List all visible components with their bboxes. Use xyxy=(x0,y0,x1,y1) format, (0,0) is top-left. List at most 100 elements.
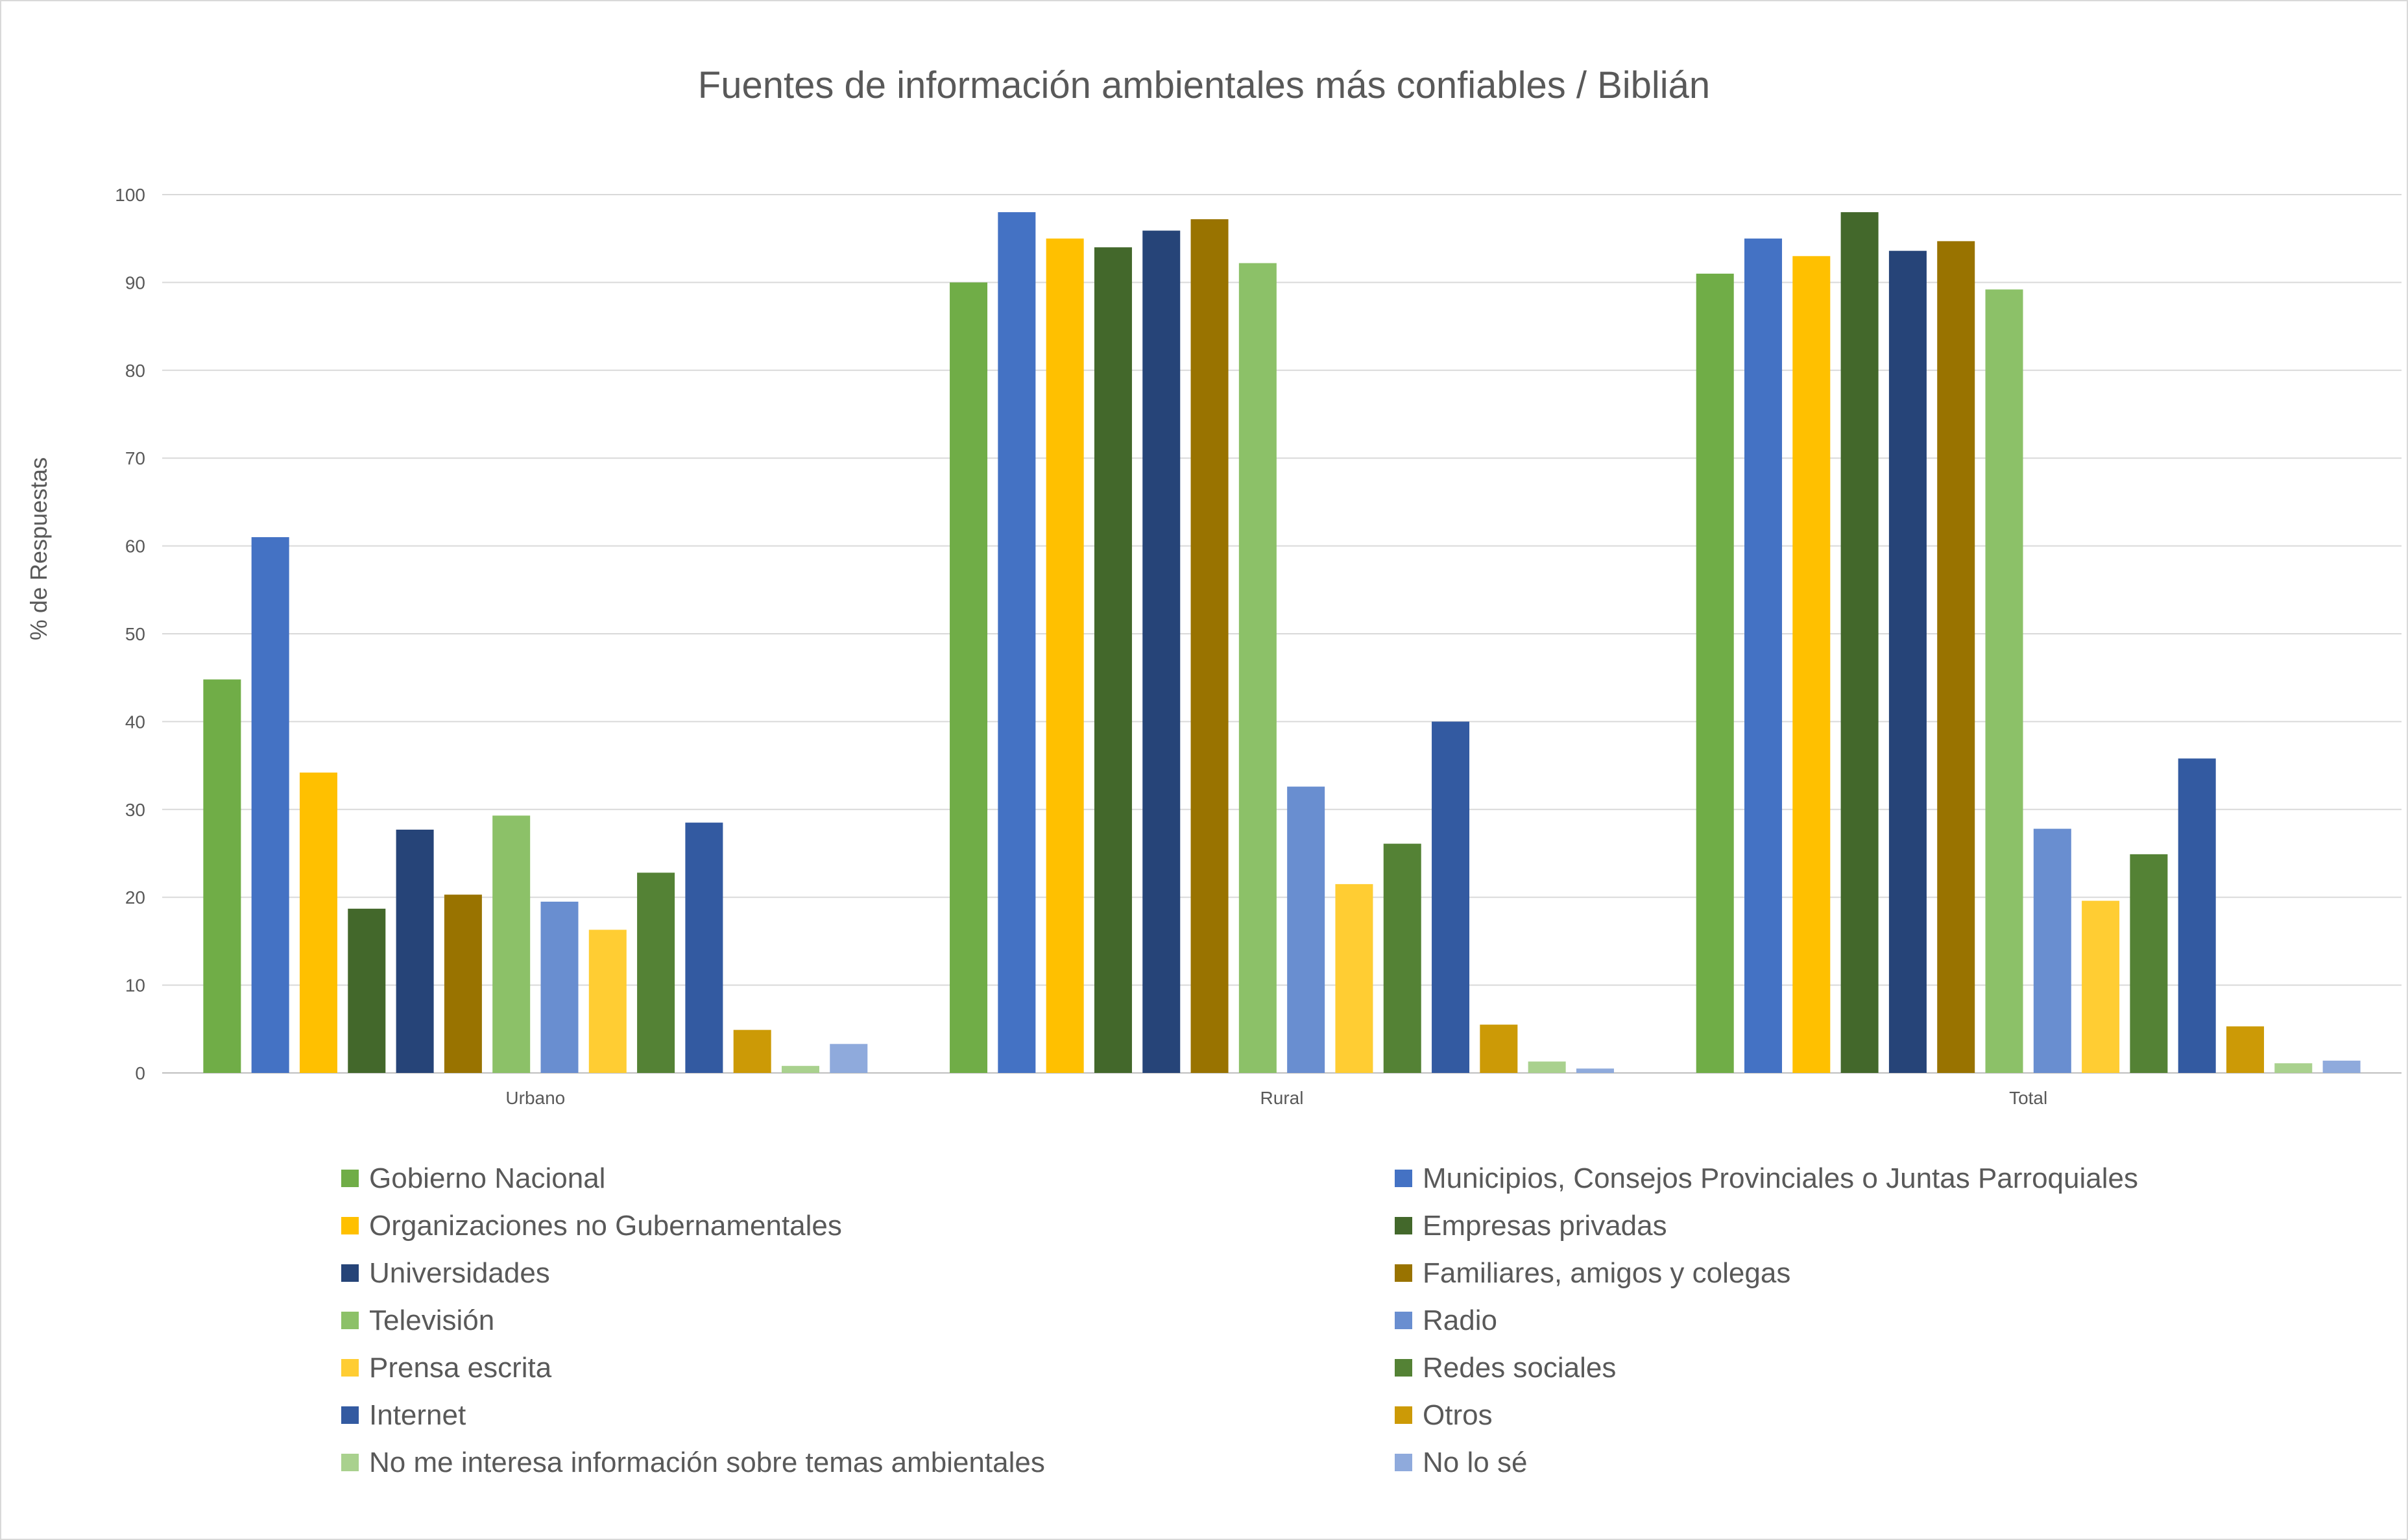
bar xyxy=(830,1044,868,1073)
bar xyxy=(1576,1068,1614,1073)
legend-item: Empresas privadas xyxy=(1395,1210,2222,1242)
bar xyxy=(1335,884,1373,1073)
legend: Gobierno Nacional Municipios, Consejos Pr… xyxy=(341,1162,2222,1478)
bar xyxy=(1046,238,1084,1074)
bar xyxy=(540,901,579,1073)
legend-item: No lo sé xyxy=(1395,1447,2222,1478)
legend-label: Prensa escrita xyxy=(369,1351,552,1384)
bar xyxy=(637,872,675,1073)
legend-label: Radio xyxy=(1423,1304,1497,1336)
legend-swatch xyxy=(1395,1312,1412,1329)
legend-item: Municipios, Consejos Provinciales o Junt… xyxy=(1395,1162,2222,1194)
legend-swatch xyxy=(341,1217,359,1234)
legend-swatch xyxy=(1395,1359,1412,1377)
legend-item: Organizaciones no Gubernamentales xyxy=(341,1210,1395,1242)
legend-swatch xyxy=(341,1264,359,1282)
legend-swatch xyxy=(1395,1170,1412,1187)
bar xyxy=(1888,250,1927,1073)
bar xyxy=(2274,1063,2313,1073)
legend-swatch xyxy=(1395,1264,1412,1282)
legend-item: Radio xyxy=(1395,1305,2222,1336)
legend-label: Organizaciones no Gubernamentales xyxy=(369,1209,842,1242)
x-tick-label: Total xyxy=(2009,1088,2047,1108)
legend-label: No me interesa información sobre temas a… xyxy=(369,1446,1045,1478)
bar xyxy=(685,823,723,1073)
bar xyxy=(492,815,531,1073)
y-tick-label: 80 xyxy=(125,361,145,381)
y-tick-label: 10 xyxy=(125,976,145,996)
legend-swatch xyxy=(341,1406,359,1424)
bar xyxy=(1840,212,1879,1074)
legend-item: Universidades xyxy=(341,1257,1395,1289)
y-tick-label: 30 xyxy=(125,800,145,820)
bar xyxy=(251,537,289,1073)
bar xyxy=(1238,263,1277,1073)
legend-item: No me interesa información sobre temas a… xyxy=(341,1447,1395,1478)
y-tick-label: 40 xyxy=(125,712,145,732)
bar xyxy=(2178,758,2216,1073)
y-tick-label: 20 xyxy=(125,887,145,908)
legend-label: Televisión xyxy=(369,1304,495,1336)
legend-item: Otros xyxy=(1395,1399,2222,1431)
y-tick-label: 90 xyxy=(125,272,145,293)
bar xyxy=(1383,843,1421,1073)
legend-label: Universidades xyxy=(369,1257,550,1289)
legend-label: Internet xyxy=(369,1399,466,1431)
bar xyxy=(1480,1024,1518,1073)
legend-label: No lo sé xyxy=(1423,1446,1528,1478)
legend-swatch xyxy=(341,1454,359,1471)
legend-label: Familiares, amigos y colegas xyxy=(1423,1257,1791,1289)
y-tick-label: 60 xyxy=(125,536,145,557)
y-tick-label: 50 xyxy=(125,624,145,644)
bar xyxy=(588,930,627,1073)
legend-label: Empresas privadas xyxy=(1423,1209,1667,1242)
bar xyxy=(1287,786,1325,1073)
legend-swatch xyxy=(1395,1217,1412,1234)
legend-item: Familiares, amigos y colegas xyxy=(1395,1257,2222,1289)
legend-item: Televisión xyxy=(341,1305,1395,1336)
x-tick-label: Urbano xyxy=(505,1088,565,1108)
legend-label: Municipios, Consejos Provinciales o Junt… xyxy=(1423,1162,2138,1194)
bar xyxy=(1792,256,1831,1073)
bar xyxy=(2130,854,2168,1073)
y-tick-label: 0 xyxy=(135,1063,145,1083)
bar xyxy=(2322,1061,2361,1073)
bar xyxy=(950,282,988,1073)
bar xyxy=(1696,273,1734,1073)
legend-label: Otros xyxy=(1423,1399,1493,1431)
bar xyxy=(1985,289,2023,1074)
bar xyxy=(1528,1061,1566,1073)
bar xyxy=(733,1029,771,1073)
legend-item: Internet xyxy=(341,1399,1395,1431)
bar xyxy=(998,212,1036,1074)
bar xyxy=(2082,900,2120,1073)
bar xyxy=(1432,721,1470,1073)
legend-label: Gobierno Nacional xyxy=(369,1162,606,1194)
bar xyxy=(203,679,241,1073)
legend-item: Redes sociales xyxy=(1395,1352,2222,1384)
x-tick-label: Rural xyxy=(1260,1088,1304,1108)
bar xyxy=(781,1066,819,1073)
legend-item: Gobierno Nacional xyxy=(341,1162,1395,1194)
bar xyxy=(1094,247,1132,1073)
bar xyxy=(1937,241,1975,1074)
bar xyxy=(348,908,386,1073)
bar xyxy=(1142,230,1181,1073)
legend-swatch xyxy=(341,1170,359,1187)
legend-swatch xyxy=(1395,1454,1412,1471)
bar xyxy=(444,895,482,1073)
bar xyxy=(2226,1026,2265,1073)
legend-swatch xyxy=(341,1359,359,1377)
legend-label: Redes sociales xyxy=(1423,1351,1617,1384)
bar xyxy=(2033,828,2071,1073)
legend-swatch xyxy=(341,1312,359,1329)
chart-title: Fuentes de información ambientales más c… xyxy=(697,64,1711,106)
bar xyxy=(1190,219,1229,1073)
bar xyxy=(299,772,337,1073)
legend-swatch xyxy=(1395,1406,1412,1424)
bar xyxy=(396,829,434,1073)
bar xyxy=(1744,238,1783,1074)
y-tick-label: 100 xyxy=(115,185,145,205)
